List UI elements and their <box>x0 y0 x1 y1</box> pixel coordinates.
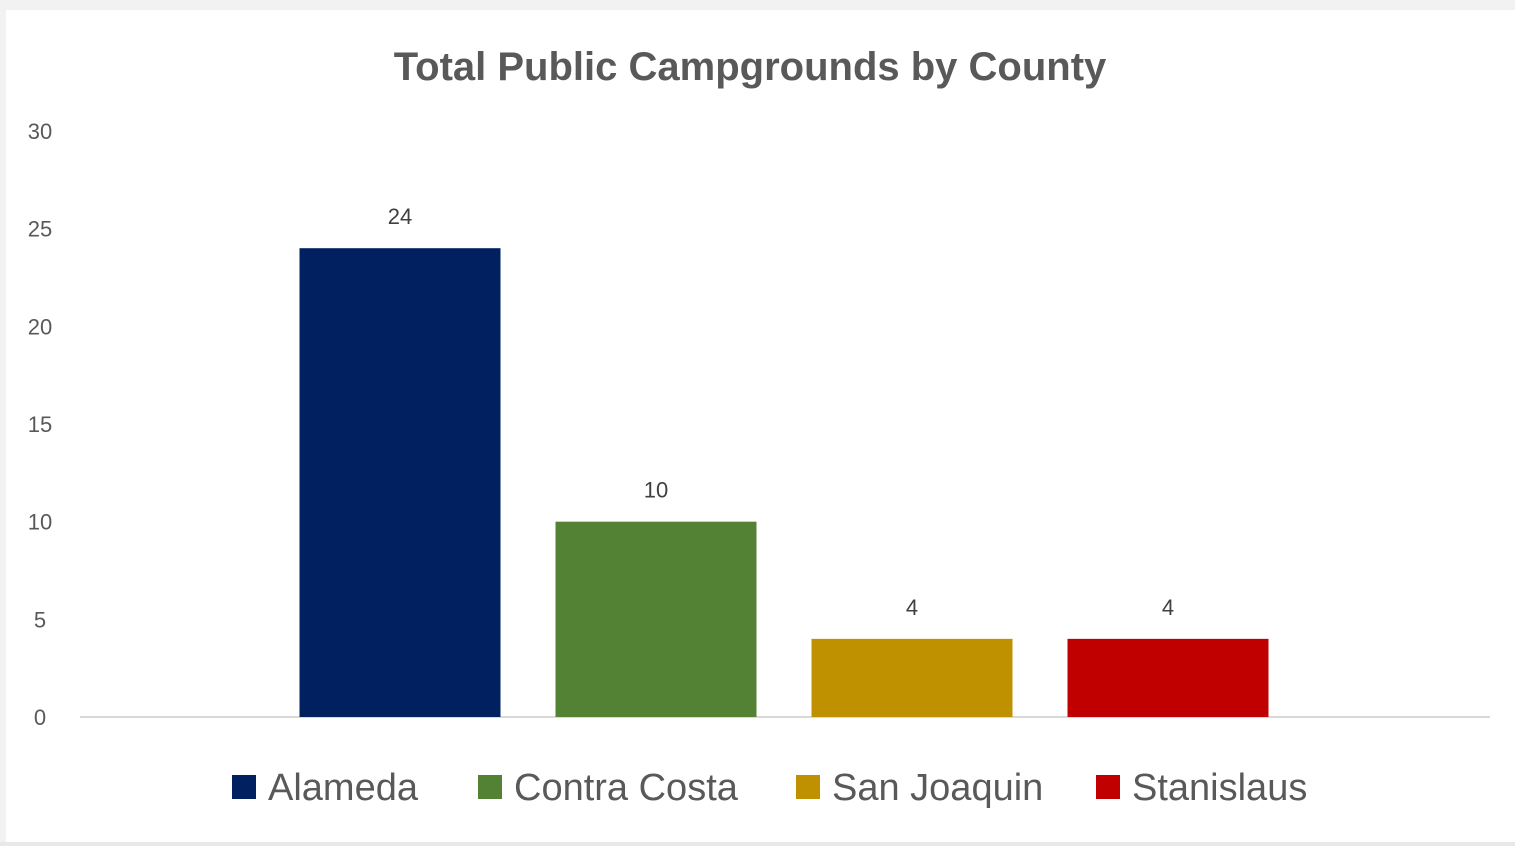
legend-swatch <box>232 775 256 799</box>
chart-title: Total Public Campgrounds by County <box>394 45 1107 89</box>
data-label: 24 <box>388 204 412 229</box>
y-tick-label: 30 <box>28 119 52 144</box>
bottom-edge <box>0 842 1515 846</box>
legend-swatch <box>1096 775 1120 799</box>
y-tick-label: 15 <box>28 412 52 437</box>
y-tick-label: 20 <box>28 314 52 339</box>
data-label: 4 <box>906 595 918 620</box>
y-tick-label: 10 <box>28 510 52 535</box>
data-labels: 24 10 4 4 <box>388 204 1174 620</box>
legend-swatch <box>796 775 820 799</box>
data-label: 10 <box>644 478 668 503</box>
bar-stanislaus <box>1067 638 1269 717</box>
bar-alameda <box>299 248 501 717</box>
legend-label: Alameda <box>268 767 419 809</box>
y-tick-label: 5 <box>34 607 46 632</box>
legend: Alameda Contra Costa San Joaquin Stanislaus <box>232 767 1307 809</box>
legend-label: Contra Costa <box>514 767 739 809</box>
y-axis: 0 5 10 15 20 25 30 <box>28 119 52 730</box>
bar-san-joaquin <box>811 638 1013 717</box>
legend-swatch <box>478 775 502 799</box>
bar-contra-costa <box>555 521 757 717</box>
bars <box>299 248 1269 717</box>
data-label: 4 <box>1162 595 1174 620</box>
legend-label: Stanislaus <box>1132 767 1307 809</box>
y-tick-label: 25 <box>28 217 52 242</box>
legend-label: San Joaquin <box>832 767 1043 809</box>
y-tick-label: 0 <box>34 705 46 730</box>
